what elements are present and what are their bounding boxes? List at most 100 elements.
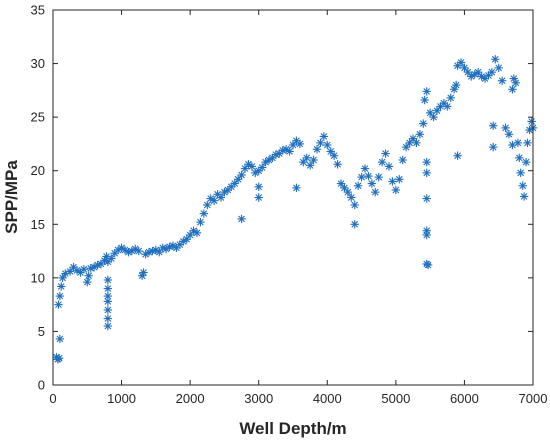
data-point — [192, 228, 202, 238]
data-point — [422, 230, 431, 240]
data-point — [83, 277, 92, 287]
data-point — [353, 181, 363, 190]
data-point — [288, 140, 298, 150]
data-point — [519, 192, 529, 201]
data-point — [508, 85, 517, 94]
x-tick-label: 5000 — [381, 391, 410, 406]
data-point — [422, 168, 431, 178]
data-point — [425, 108, 435, 118]
data-point — [501, 123, 510, 133]
data-point — [230, 179, 239, 188]
data-point — [216, 193, 226, 202]
data-point — [398, 155, 407, 165]
y-tick-label: 5 — [38, 324, 45, 339]
data-point — [420, 95, 429, 105]
data-point — [477, 72, 486, 81]
data-point — [295, 139, 305, 149]
x-axis-title: Well Depth/m — [239, 419, 346, 438]
data-point — [371, 187, 380, 197]
data-points — [52, 55, 538, 364]
data-point — [381, 149, 390, 158]
data-point — [516, 168, 525, 178]
y-tick-label: 30 — [31, 56, 45, 71]
data-point — [155, 247, 164, 257]
y-axis-ticks: 0 5 10 15 20 25 30 35 — [31, 3, 533, 393]
data-point — [422, 87, 431, 96]
data-point — [384, 162, 394, 171]
data-point — [237, 214, 246, 224]
data-point — [189, 226, 198, 235]
data-point — [343, 187, 353, 197]
data-point — [103, 305, 113, 315]
data-point — [513, 138, 523, 148]
data-point — [103, 314, 113, 323]
data-point — [364, 171, 373, 181]
data-point — [460, 63, 469, 73]
data-point — [247, 162, 257, 171]
data-point — [491, 55, 500, 64]
data-point — [333, 160, 342, 169]
data-point — [527, 117, 536, 126]
data-point — [487, 67, 497, 77]
data-point — [196, 217, 205, 227]
data-point — [511, 78, 521, 88]
y-tick-label: 20 — [31, 163, 45, 178]
data-point — [299, 157, 308, 167]
y-tick-label: 0 — [38, 378, 45, 393]
data-point — [374, 172, 383, 182]
data-point — [209, 196, 219, 205]
data-point — [319, 132, 329, 141]
data-point — [489, 121, 498, 130]
x-tick-label: 4000 — [313, 391, 342, 406]
data-point — [261, 157, 270, 167]
y-tick-label: 10 — [31, 270, 45, 285]
data-point — [254, 182, 263, 191]
data-point — [57, 282, 66, 291]
data-point — [65, 267, 75, 276]
data-point — [497, 76, 507, 85]
x-tick-label: 7000 — [519, 391, 548, 406]
data-point — [103, 297, 113, 306]
data-point — [161, 244, 171, 254]
data-point — [446, 93, 455, 103]
data-point — [103, 321, 113, 331]
data-point — [367, 179, 377, 188]
data-point — [107, 254, 116, 263]
data-point — [408, 134, 418, 143]
data-point — [473, 67, 483, 77]
data-point — [391, 185, 401, 195]
data-point — [312, 145, 322, 154]
data-point — [395, 175, 404, 184]
data-point — [329, 151, 339, 160]
y-tick-label: 15 — [31, 217, 45, 232]
data-point — [336, 179, 346, 188]
data-point — [419, 119, 428, 128]
data-point — [233, 175, 243, 184]
data-point — [264, 155, 274, 165]
data-point — [139, 268, 148, 277]
data-point — [326, 147, 335, 156]
data-point — [199, 209, 209, 218]
data-point — [179, 237, 188, 246]
y-axis-title: SPP/MPa — [2, 160, 21, 234]
data-point — [55, 291, 65, 301]
data-point — [523, 138, 532, 148]
data-point — [55, 334, 65, 344]
data-point — [453, 151, 462, 160]
data-point — [494, 63, 503, 73]
x-tick-label: 2000 — [176, 391, 205, 406]
data-point — [103, 291, 113, 301]
data-point — [347, 193, 356, 202]
plot-area-frame — [52, 9, 534, 386]
data-point — [401, 142, 411, 152]
data-point — [316, 138, 325, 148]
data-point — [305, 161, 315, 170]
x-tick-label: 6000 — [450, 391, 479, 406]
data-point — [439, 99, 449, 108]
data-point — [182, 235, 191, 244]
data-point — [518, 181, 527, 190]
data-point — [340, 183, 349, 193]
data-point — [504, 130, 514, 139]
data-point — [357, 172, 366, 182]
